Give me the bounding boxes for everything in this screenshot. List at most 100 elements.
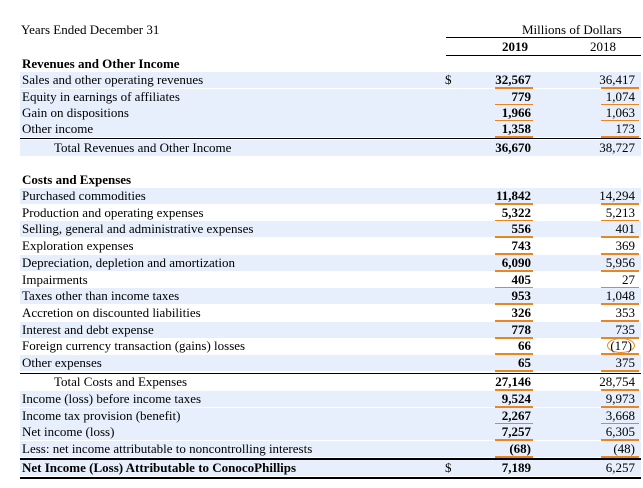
row-label: Exploration expenses bbox=[22, 238, 134, 253]
highlight-underline bbox=[601, 389, 639, 391]
value-2018: 5,213 bbox=[605, 205, 635, 220]
value-2018: 28,754 bbox=[599, 374, 635, 389]
value-2018: (17) bbox=[607, 338, 635, 354]
net-income-row: Net Income (Loss) Attributable to Conoco… bbox=[20, 460, 641, 476]
value-2018: 38,727 bbox=[599, 140, 635, 155]
value-2019: 7,257 bbox=[501, 424, 531, 439]
row-label: Other income bbox=[22, 121, 94, 136]
value-2019: 65 bbox=[518, 355, 531, 370]
value-2019: 1,358 bbox=[501, 121, 531, 136]
cost-row: Impairments 405 27 bbox=[20, 272, 641, 289]
currency-symbol: $ bbox=[445, 72, 452, 87]
row-label: Sales and other operating revenues bbox=[22, 72, 204, 87]
row-label: Accretion on discounted liabilities bbox=[22, 305, 201, 320]
row-label: Net Income (Loss) Attributable to Conoco… bbox=[22, 460, 297, 475]
highlight-underline bbox=[601, 236, 639, 238]
value-2018: 401 bbox=[615, 221, 636, 236]
value-2018: 353 bbox=[615, 305, 636, 320]
value-2019: 27,146 bbox=[495, 374, 531, 389]
value-2018: 9,973 bbox=[605, 391, 635, 406]
net-income-top-rule bbox=[20, 458, 641, 460]
costs-section-title: Costs and Expenses bbox=[22, 172, 132, 187]
value-2018: 5,956 bbox=[605, 255, 635, 270]
cost-row: Selling, general and administrative expe… bbox=[20, 221, 641, 238]
highlight-underline bbox=[601, 87, 639, 89]
value-2019: 1,966 bbox=[501, 105, 531, 120]
value-2019: 326 bbox=[511, 305, 532, 320]
row-label: Selling, general and administrative expe… bbox=[22, 221, 254, 236]
highlight-underline bbox=[601, 203, 639, 205]
highlight-underline bbox=[495, 253, 533, 255]
highlight-underline bbox=[601, 136, 639, 138]
row-label: Income tax provision (benefit) bbox=[22, 408, 181, 423]
unit-header: Millions of Dollars bbox=[522, 22, 622, 37]
value-2019: (68) bbox=[509, 441, 531, 456]
row-label: Purchased commodities bbox=[22, 188, 146, 203]
value-2018: (48) bbox=[613, 441, 635, 456]
value-2019: 32,567 bbox=[495, 72, 531, 87]
row-label: Net income (loss) bbox=[22, 424, 115, 439]
value-2019: 7,189 bbox=[501, 460, 531, 475]
revenue-row: Sales and other operating revenues $32,56… bbox=[20, 72, 641, 89]
highlight-underline bbox=[601, 253, 639, 255]
highlight-underline bbox=[495, 370, 533, 372]
currency-symbol: $ bbox=[445, 460, 452, 475]
value-2018: 735 bbox=[615, 322, 636, 337]
row-label: Equity in earnings of affiliates bbox=[22, 89, 180, 104]
highlight-underline bbox=[601, 406, 639, 408]
cost-row: Exploration expenses 743 369 bbox=[20, 238, 641, 255]
row-label: Production and operating expenses bbox=[22, 205, 204, 220]
column-header-2019: 2019 bbox=[502, 39, 528, 54]
value-2018: 1,063 bbox=[605, 105, 635, 120]
highlight-underline bbox=[495, 320, 533, 322]
highlight-underline bbox=[495, 456, 533, 458]
highlight-underline bbox=[601, 320, 639, 322]
row-label: Depreciation, depletion and amortization bbox=[22, 255, 235, 270]
income-row: Income tax provision (benefit) 2,267 3,668 bbox=[20, 408, 641, 425]
cost-row: Foreign currency transaction (gains) los… bbox=[20, 338, 641, 355]
highlight-underline bbox=[495, 353, 533, 355]
value-2019: 778 bbox=[511, 322, 532, 337]
value-2018: 375 bbox=[615, 355, 636, 370]
highlight-underline bbox=[601, 270, 639, 272]
value-2018: 6,257 bbox=[605, 460, 635, 475]
row-label: Taxes other than income taxes bbox=[22, 288, 180, 303]
header-rule bbox=[446, 37, 641, 38]
cost-row: Accretion on discounted liabilities 326 35… bbox=[20, 305, 641, 322]
revenue-row: Other income 1,358 173 bbox=[20, 121, 641, 138]
value-2018: 14,294 bbox=[599, 188, 635, 203]
revenue-row: Gain on dispositions 1,966 1,063 bbox=[20, 105, 641, 122]
value-2019: 405 bbox=[511, 272, 532, 287]
row-label: Impairments bbox=[22, 272, 88, 287]
row-label: Foreign currency transaction (gains) los… bbox=[22, 338, 246, 353]
revenues-section-title: Revenues and Other Income bbox=[22, 56, 180, 71]
highlight-underline bbox=[495, 406, 533, 408]
highlight-underline bbox=[495, 303, 533, 305]
highlight-underline bbox=[601, 303, 639, 305]
subtotal-rule bbox=[20, 373, 641, 374]
subtotal-rule bbox=[20, 138, 641, 139]
column-header-2018: 2018 bbox=[590, 39, 616, 54]
value-2018: 3,668 bbox=[605, 408, 635, 423]
row-label: Income (loss) before income taxes bbox=[22, 391, 202, 406]
value-2018: 36,417 bbox=[599, 72, 635, 87]
cost-row: Interest and debt expense 778 735 bbox=[20, 322, 641, 339]
highlight-underline bbox=[495, 236, 533, 238]
value-2019: 743 bbox=[511, 238, 532, 253]
value-2019: 11,842 bbox=[495, 188, 531, 203]
value-2018: 6,305 bbox=[605, 424, 635, 439]
highlight-underline bbox=[495, 87, 533, 89]
circled-value: (17) bbox=[607, 338, 635, 353]
revenue-row: Equity in earnings of affiliates 779 1,074 bbox=[20, 89, 641, 106]
value-2019: 36,670 bbox=[495, 140, 531, 155]
value-2018: 369 bbox=[615, 238, 636, 253]
highlight-underline bbox=[495, 203, 533, 205]
highlight-underline bbox=[495, 389, 533, 391]
highlight-underline bbox=[601, 353, 639, 355]
highlight-underline bbox=[601, 439, 639, 441]
cost-row: Other expenses 65 375 bbox=[20, 355, 641, 372]
cost-row: Purchased commodities 11,842 14,294 bbox=[20, 188, 641, 205]
highlight-underline bbox=[601, 370, 639, 372]
highlight-underline bbox=[495, 136, 533, 138]
